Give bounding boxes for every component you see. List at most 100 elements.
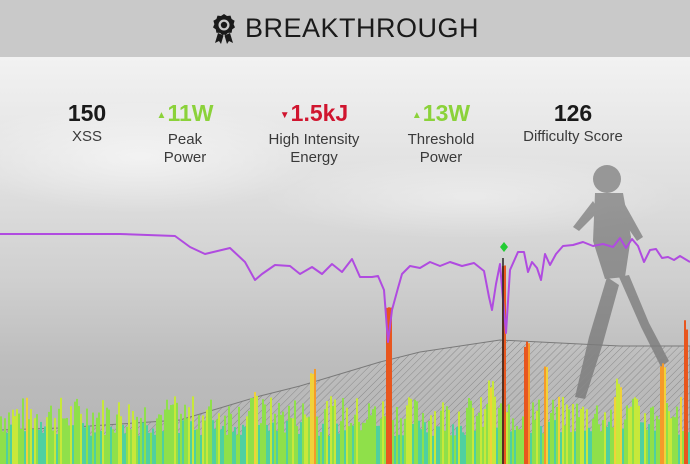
power-bar xyxy=(4,418,6,464)
power-bar xyxy=(376,425,378,464)
power-bar xyxy=(618,383,620,464)
power-bar xyxy=(130,429,132,464)
power-bar xyxy=(582,406,584,464)
power-bar xyxy=(604,412,606,464)
power-bar xyxy=(524,346,526,464)
power-bar xyxy=(92,412,94,464)
power-bar xyxy=(102,400,104,464)
power-bar xyxy=(436,426,438,464)
power-bar xyxy=(470,400,472,464)
power-bar xyxy=(8,412,10,464)
award-icon xyxy=(212,13,235,44)
power-bar xyxy=(42,432,44,464)
power-bar xyxy=(86,408,88,464)
power-bar xyxy=(402,435,404,464)
power-bar xyxy=(466,407,468,464)
power-bar xyxy=(650,407,652,464)
power-bar xyxy=(400,418,402,464)
power-bar xyxy=(378,425,380,464)
power-bar xyxy=(216,419,218,464)
power-bar xyxy=(680,397,682,464)
power-bar xyxy=(380,418,382,464)
power-bar xyxy=(204,420,206,464)
power-bar xyxy=(636,398,638,464)
power-bar xyxy=(430,415,432,464)
power-bar xyxy=(554,420,556,464)
power-bar xyxy=(184,404,186,464)
power-bar xyxy=(398,434,400,464)
power-bar xyxy=(342,398,344,464)
arrow-down-icon: ▼ xyxy=(279,110,290,121)
power-bar xyxy=(74,401,76,464)
power-bar xyxy=(2,431,4,464)
power-bar xyxy=(454,435,456,464)
power-bar xyxy=(58,408,60,464)
power-bar xyxy=(564,425,566,464)
power-bar xyxy=(38,429,40,464)
power-bar xyxy=(444,430,446,464)
power-bar xyxy=(346,407,348,464)
power-bar xyxy=(520,429,522,464)
power-bar xyxy=(286,420,288,464)
metric-value: ▼1.5kJ xyxy=(279,100,349,126)
power-bar xyxy=(290,418,292,464)
power-bar xyxy=(244,426,246,464)
power-bar xyxy=(464,434,466,464)
power-bar xyxy=(148,432,150,464)
power-bar xyxy=(416,401,418,464)
power-bar xyxy=(648,424,650,464)
power-bar xyxy=(412,423,414,464)
power-bar xyxy=(178,432,180,464)
metric-xss: 150 XSS xyxy=(12,98,162,146)
power-bar xyxy=(348,426,350,464)
power-bar xyxy=(492,381,494,464)
power-bar xyxy=(534,419,536,464)
power-bar xyxy=(52,430,54,464)
power-bar xyxy=(30,409,32,464)
power-bar xyxy=(440,410,442,464)
power-bar xyxy=(370,415,372,464)
power-bar xyxy=(280,414,282,464)
power-bar xyxy=(386,307,388,464)
power-bar xyxy=(182,420,184,464)
power-bar xyxy=(610,409,612,464)
power-bar xyxy=(488,380,490,464)
power-bar xyxy=(218,413,220,464)
power-bar xyxy=(158,414,160,464)
power-bar xyxy=(176,402,178,464)
power-bar xyxy=(302,403,304,464)
power-bar xyxy=(34,418,36,464)
power-bar xyxy=(678,434,680,464)
power-bar xyxy=(688,432,690,464)
power-bar xyxy=(662,363,664,464)
power-bar xyxy=(112,429,114,464)
power-bar xyxy=(48,411,50,464)
power-bar xyxy=(394,435,396,464)
power-bar xyxy=(460,425,462,464)
power-bar xyxy=(388,307,390,464)
power-bar xyxy=(500,403,502,464)
metric-label: Difficulty Score xyxy=(523,128,623,145)
power-bar xyxy=(14,416,16,464)
power-bar xyxy=(476,415,478,464)
power-bar xyxy=(282,411,284,464)
arrow-up-icon: ▲ xyxy=(156,110,167,121)
power-bar xyxy=(498,407,500,464)
power-bar xyxy=(318,435,320,464)
power-bar xyxy=(456,426,458,464)
power-bar xyxy=(238,406,240,464)
power-bar xyxy=(12,409,14,464)
metric-high-intensity-energy: ▼1.5kJ High Intensity Energy xyxy=(239,98,389,167)
power-bar xyxy=(546,367,548,464)
power-bar xyxy=(170,404,172,464)
power-bar xyxy=(126,426,128,464)
power-bar xyxy=(508,404,510,464)
power-bar xyxy=(540,426,542,464)
power-bar xyxy=(10,424,12,464)
power-bar xyxy=(530,432,532,464)
power-bar xyxy=(296,426,298,464)
power-bar xyxy=(658,419,660,464)
power-bar xyxy=(320,432,322,464)
power-bar xyxy=(324,409,326,464)
power-bar xyxy=(434,411,436,464)
